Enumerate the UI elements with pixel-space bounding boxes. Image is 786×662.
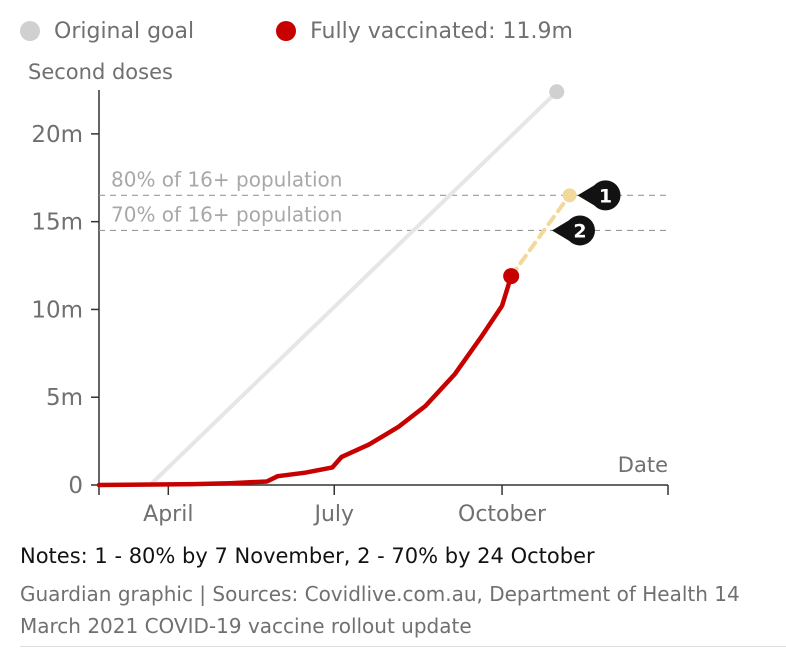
- x-axis-label: Date: [618, 453, 668, 477]
- x-tick-label-2: October: [458, 502, 547, 527]
- series-end-point-original-goal: [549, 84, 565, 100]
- series-end-point-fully-vaccinated: [503, 268, 520, 285]
- y-tick-label-2: 10m: [31, 297, 83, 323]
- y-tick-label-4: 20m: [31, 122, 83, 148]
- marker-badge-2: [564, 215, 595, 246]
- legend-item-fully-vaccinated: Fully vaccinated: 11.9m: [276, 19, 573, 44]
- reference-label-1: 70% of 16+ population: [111, 202, 342, 226]
- projection-end-point: [562, 188, 577, 203]
- notes: Notes: 1 - 80% by 7 November, 2 - 70% by…: [20, 544, 595, 568]
- chart: Second doses Date 0 5m 10m 15m 20m April July Oct…: [28, 60, 669, 527]
- legend: Original goal Fully vaccinated: 11.9m: [20, 14, 655, 48]
- y-axis-label: Second doses: [28, 60, 173, 84]
- y-tick-label-3: 15m: [31, 210, 83, 236]
- series-line-original-goal: [148, 89, 559, 487]
- legend-label-original-goal: Original goal: [54, 18, 195, 44]
- legend-swatch-fully-vaccinated: [276, 21, 297, 41]
- bottom-rule: [20, 646, 786, 647]
- series-line-fully-vaccinated: [96, 273, 514, 488]
- series-line-projection: [509, 193, 572, 279]
- legend-item-original-goal: Original goal: [20, 19, 194, 44]
- reference-label-0: 80% of 16+ population: [111, 167, 342, 191]
- x-tick-label-1: July: [312, 502, 354, 527]
- legend-label-fully-vaccinated: Fully vaccinated: 11.9m: [310, 18, 573, 44]
- marker-label-2: 2: [573, 220, 586, 242]
- x-tick-label-0: April: [143, 502, 193, 527]
- y-tick-label-0: 0: [68, 473, 83, 499]
- source-credit: Guardian graphic | Sources: Covidlive.co…: [20, 582, 740, 638]
- legend-swatch-original-goal: [20, 21, 40, 41]
- marker-badge-1: [590, 180, 621, 211]
- marker-label-1: 1: [599, 185, 612, 207]
- y-tick-label-1: 5m: [46, 385, 83, 411]
